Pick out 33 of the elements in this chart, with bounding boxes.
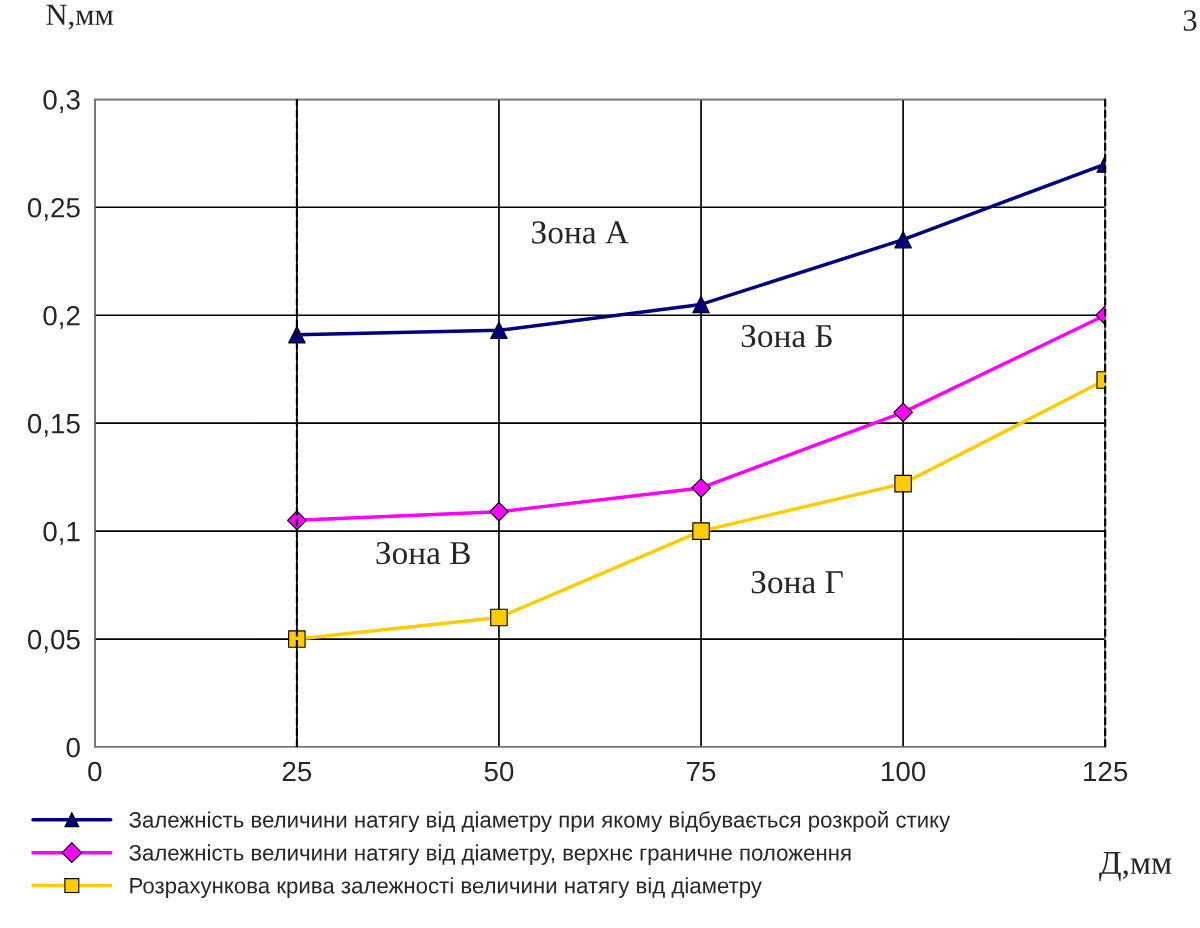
annotation: Зона Г xyxy=(751,571,843,594)
point xyxy=(894,230,912,249)
annotation: Зона В xyxy=(376,541,470,565)
y-tick-label: 0,1 xyxy=(43,521,80,545)
y-tick-label: 0,3 xyxy=(43,89,80,113)
point xyxy=(691,478,711,498)
point xyxy=(490,608,508,627)
y-tick-label: 0,25 xyxy=(27,197,80,221)
y-tick-label: 0,05 xyxy=(27,629,80,653)
point xyxy=(288,630,306,648)
y-axis-title: N,мм xyxy=(46,4,114,30)
annotation: Зона Б xyxy=(741,324,832,348)
point xyxy=(489,501,509,522)
text: 3 xyxy=(1183,10,1197,31)
x-tick-label: 125 xyxy=(1084,761,1128,782)
y-tick-label: 0 xyxy=(66,737,80,758)
point xyxy=(692,522,710,540)
x-axis-title: Д,мм xyxy=(1099,851,1172,881)
x-tick-label: 100 xyxy=(882,761,926,782)
x-tick-label: 75 xyxy=(687,761,716,782)
y-tick-label: 0,15 xyxy=(27,413,80,437)
x-tick-label: 50 xyxy=(484,761,514,782)
point xyxy=(894,474,912,493)
annotation: Зона А xyxy=(532,221,629,244)
x-tick-label: 0 xyxy=(88,761,102,782)
x-tick-label: 25 xyxy=(282,761,312,782)
point xyxy=(893,402,913,423)
legend-label: Залежність величини натягу від діаметру, верхнє граничне положення xyxy=(129,844,851,866)
point xyxy=(490,321,508,340)
legend-label: Залежність величини натягу від діаметру при якому відбувається розкрой стику xyxy=(129,810,951,833)
point xyxy=(692,295,710,314)
legend-label: Розрахункова крива залежності величини натягу від діаметру xyxy=(130,877,762,898)
y-tick-label: 0,2 xyxy=(43,305,80,329)
